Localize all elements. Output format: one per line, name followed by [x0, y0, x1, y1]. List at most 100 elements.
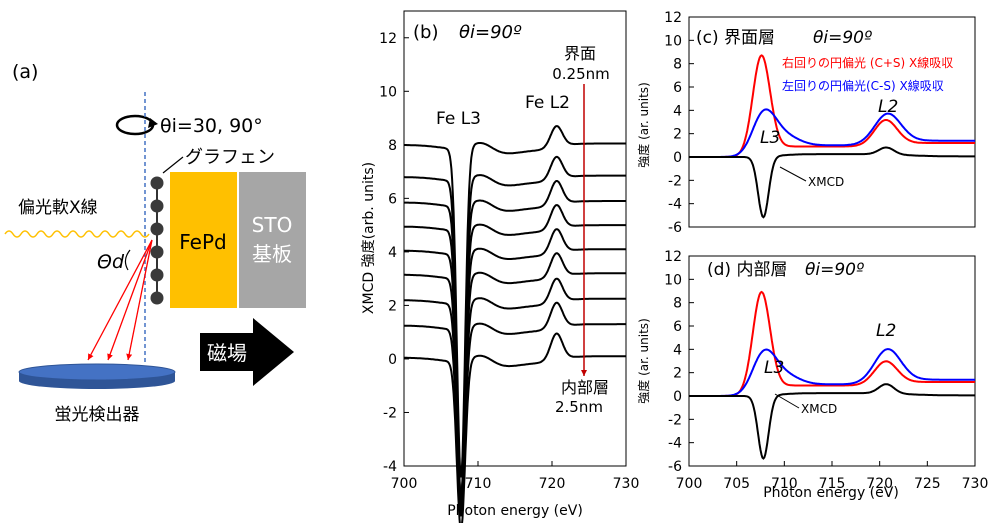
panel-b-ytick-label: -4: [383, 459, 397, 475]
fluorescence-arrow: [87, 239, 153, 361]
panel-b-spectrum-line: [403, 204, 626, 501]
panel-c-ytick-label: 6: [673, 80, 682, 96]
panel-b-spectrum-line: [404, 228, 626, 504]
panel-b-label: (b): [413, 22, 438, 43]
panel-c-theta: θi=90º: [813, 28, 872, 48]
panel-b-spectrum-line: [404, 180, 626, 501]
panel-c-ytick-label: 2: [673, 127, 682, 143]
panel-b-bottom-depth: 2.5nm: [555, 398, 603, 416]
panel-b-xlabel: Photon energy (eV): [447, 503, 583, 519]
panel-c-ytick-label: -6: [668, 220, 682, 236]
panel-a-label: (a): [12, 61, 38, 83]
panel-c-ytick-label: 4: [673, 103, 682, 119]
panel-c-ytick-label: -2: [668, 173, 682, 189]
panel-d-xtick-label: 725: [914, 476, 941, 492]
panel-b-frame: [403, 10, 627, 467]
panel-d-ytick-label: -4: [668, 436, 682, 452]
xray-wave-icon: [4, 230, 150, 238]
panel-c-ytick-label: -4: [668, 197, 682, 213]
panel-c-legend-lcp: 左回りの円偏光(C-S) X線吸収: [782, 78, 944, 93]
panel-c-xmcd-label: XMCD: [808, 175, 844, 189]
panel-c-ytick-label: 12: [664, 10, 682, 26]
panel-b-ytick-label: 12: [379, 31, 397, 47]
panel-b-spectrum-line: [404, 155, 626, 499]
graphene-atom-icon: [150, 199, 164, 213]
panel-b-ytick-label: 2: [388, 298, 397, 314]
panel-b-spectrum-line: [404, 252, 626, 509]
panel-c-legend-rcp: 右回りの円偏光 (C+S) X線吸収: [782, 55, 953, 70]
theta-detect-arc: [124, 249, 131, 271]
panel-b-spectrum-line: [404, 301, 626, 517]
theta-incident-text: θi=30, 90°: [160, 115, 263, 137]
panel-b-theta: θi=90º: [459, 22, 522, 43]
detector-label: 蛍光検出器: [55, 405, 140, 425]
panel-c-ylabel: 強度 (ar. units): [636, 82, 651, 168]
panel-d-lcp-line: [689, 348, 975, 397]
panel-d-chart: -6 -4 -2 0 2 4 6 8 10 12 700 705 710 715 720 725 730 (d)…: [636, 249, 988, 501]
graphene-atom-icon: [150, 268, 164, 282]
graphene-atom-icon: [150, 245, 164, 259]
panel-d-l3-label: L3: [764, 358, 784, 378]
panel-b-ylabel: XMCD 強度(arb. units): [361, 162, 377, 314]
panel-d-l2-label: L2: [876, 321, 896, 341]
panel-b-bottom-label: 内部層: [561, 378, 609, 397]
panel-b-spectrum-line: [404, 125, 626, 478]
panel-d-ytick-label: -2: [668, 412, 682, 428]
panel-c-xmcd-pointer: [779, 166, 807, 182]
panel-b-ytick-label: 6: [388, 191, 397, 207]
panel-d-frame: [688, 255, 976, 467]
graphene-atom-icon: [150, 291, 164, 305]
panel-c-chart: -6 -4 -2 0 2 4 6 8 10 12 (c) 界面層 θi=90º 右回りの円偏光 (…: [636, 10, 976, 236]
graphene-pointer-line: [162, 156, 184, 174]
panel-b-l3-label: Fe L3: [436, 109, 481, 129]
panel-d-ytick-label: 0: [673, 389, 682, 405]
theta-detect-label: Θd: [97, 251, 125, 273]
panel-d-ytick-label: 6: [673, 319, 682, 335]
panel-b-l2-label: Fe L2: [525, 93, 570, 113]
panel-d-xmcd-line: [689, 383, 975, 460]
fepd-label: FePd: [179, 230, 226, 254]
panel-d-xlabel: Photon energy (eV): [763, 485, 899, 501]
panel-b-xtick-label: 730: [613, 476, 640, 492]
panel-c-label: (c) 界面層: [696, 28, 775, 48]
panel-d-xmcd-label: XMCD: [801, 402, 837, 416]
sto-label-line2: 基板: [252, 242, 292, 266]
panel-c-ytick-label: 0: [673, 150, 682, 166]
panel-b-xtick-label: 700: [391, 476, 418, 492]
panel-c-l3-label: L3: [760, 128, 780, 148]
panel-b-ytick-label: 8: [388, 138, 397, 154]
panel-c-xmcd-line: [689, 146, 975, 219]
sto-label-line1: STO: [252, 213, 293, 237]
panel-b-chart: -4 -2 0 2 4 6 8 10 12 700 710 720 730 (b) θi=90º Fe …: [361, 10, 640, 523]
panel-b-ytick-label: 10: [379, 84, 397, 100]
panel-d-ytick-label: 2: [673, 366, 682, 382]
fepd-layer: [170, 172, 237, 308]
graphene-atom-icon: [150, 176, 164, 190]
panel-b-top-depth: 0.25nm: [552, 65, 610, 83]
panel-d-xmcd-pointer: [774, 393, 800, 409]
graphene-atom-icon: [150, 222, 164, 236]
panel-d-ytick-label: 12: [664, 249, 682, 265]
panel-b-spectrum-line: [403, 277, 626, 513]
panel-b-ytick-label: -2: [383, 405, 397, 421]
panel-c-frame: [688, 16, 976, 228]
panel-d-xtick-label: 715: [819, 476, 846, 492]
panel-c-l2-label: L2: [878, 97, 898, 117]
panel-d-xtick-label: 730: [962, 476, 989, 492]
panel-d-xtick-label: 720: [866, 476, 893, 492]
panel-d-label: (d) 内部層: [707, 260, 787, 280]
panel-d-xtick-label: 705: [723, 476, 750, 492]
panel-d-theta: θi=90º: [805, 260, 864, 280]
graphene-label: グラフェン: [185, 147, 275, 168]
panel-b-top-label: 界面: [564, 44, 596, 63]
panel-d-xtick-label: 700: [676, 476, 703, 492]
panel-b-xtick-label: 710: [465, 476, 492, 492]
panel-d-ytick-label: 8: [673, 296, 682, 312]
panel-c-ytick-label: 8: [673, 57, 682, 73]
panel-a-schematic: (a) θi=30, 90° グラフェン FePd STO 基板 偏光軟X線 Θ…: [4, 61, 306, 425]
panel-d-ylabel: 強度 (ar. units): [636, 318, 651, 404]
panel-d-xtick-label: 710: [771, 476, 798, 492]
panel-b-ytick-label: 0: [388, 352, 397, 368]
